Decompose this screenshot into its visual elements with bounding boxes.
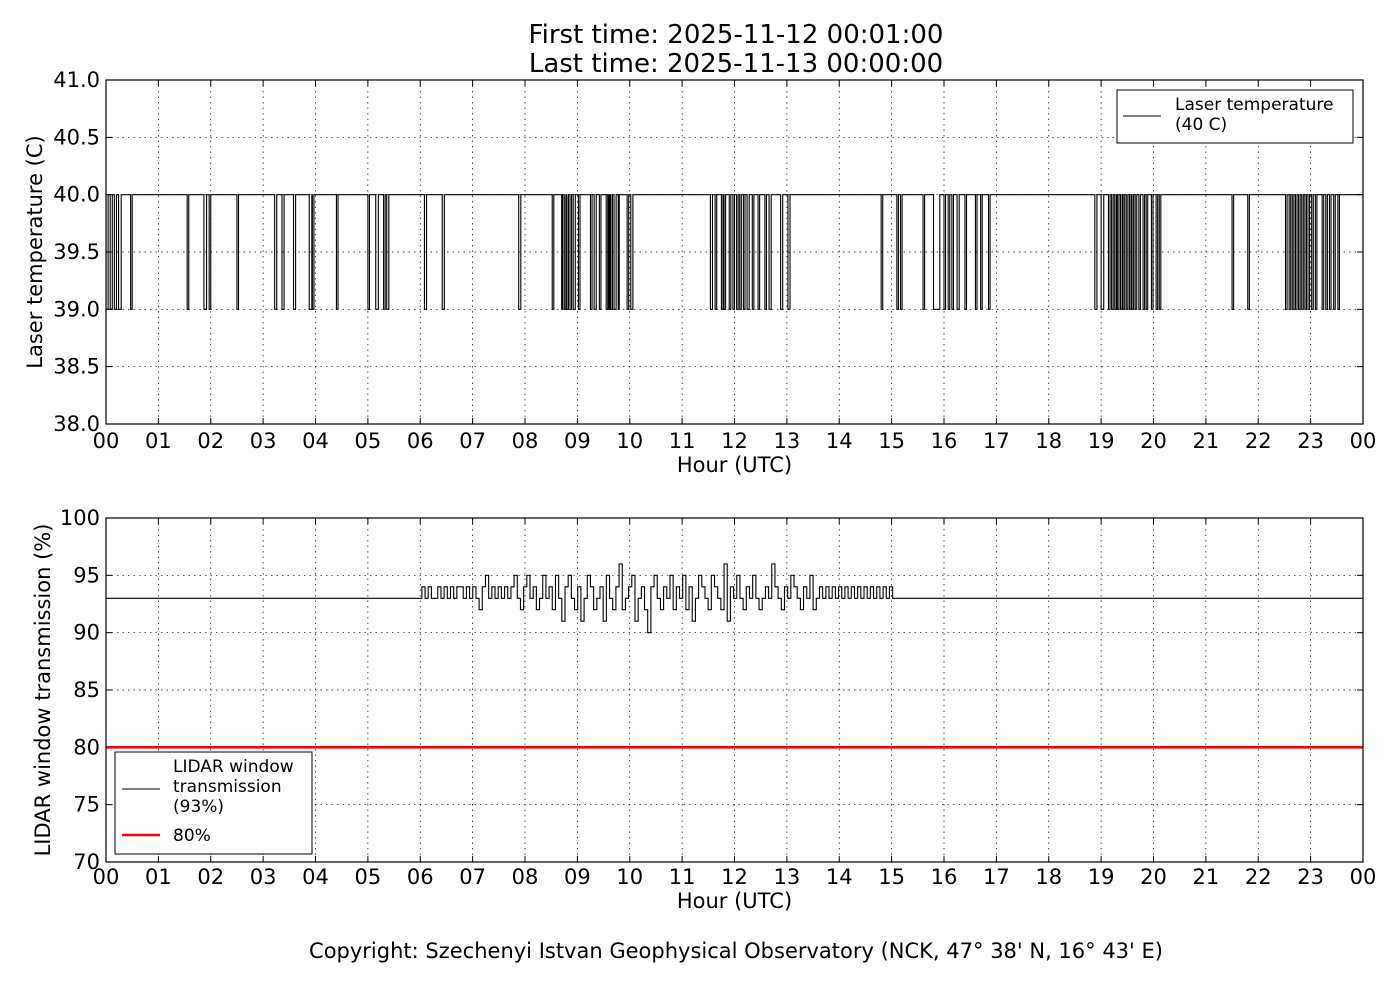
x-tick-label: 11 bbox=[669, 429, 696, 453]
x-tick-label: 08 bbox=[512, 429, 539, 453]
x-tick-label: 19 bbox=[1088, 865, 1115, 889]
x-tick-label: 11 bbox=[669, 865, 696, 889]
legend-entry-label: 80% bbox=[173, 826, 211, 846]
y-axis-label: Laser temperature (C) bbox=[23, 135, 47, 368]
x-tick-label: 01 bbox=[145, 865, 172, 889]
legend-box bbox=[114, 751, 313, 855]
x-tick-label: 10 bbox=[616, 429, 643, 453]
x-tick-label: 00 bbox=[93, 865, 120, 889]
y-tick-label: 85 bbox=[73, 678, 100, 702]
transmission-series-line bbox=[106, 563, 1363, 634]
x-tick-label: 05 bbox=[355, 429, 382, 453]
x-tick-label: 00 bbox=[93, 429, 120, 453]
laser-temperature-plot: 00 01 02 03 04 05 06 07 08 09 10 11 12 13 14 15 16 17 18 19… bbox=[23, 68, 1376, 477]
window-transmission-plot: 00 01 02 03 04 05 06 07 08 09 10 11 12 13 14 15 16 17 18 19… bbox=[31, 506, 1376, 913]
x-tick-label: 03 bbox=[250, 865, 277, 889]
legend-entry-label: Laser temperature (40 C) bbox=[1175, 95, 1333, 135]
y-tick-label: 90 bbox=[73, 621, 100, 645]
x-tick-label: 15 bbox=[878, 429, 905, 453]
x-tick-label: 02 bbox=[197, 865, 224, 889]
y-tick-label: 38.5 bbox=[53, 355, 100, 379]
x-tick-label: 14 bbox=[826, 429, 853, 453]
y-tick-label: 40.0 bbox=[53, 183, 100, 207]
y-tick-label: 41.0 bbox=[53, 68, 100, 92]
x-tick-label: 20 bbox=[1140, 865, 1167, 889]
x-tick-label: 16 bbox=[931, 429, 958, 453]
x-tick-label: 00 bbox=[1350, 865, 1377, 889]
x-axis-label: Hour (UTC) bbox=[677, 889, 792, 913]
x-tick-label: 08 bbox=[512, 865, 539, 889]
legend-box bbox=[1116, 89, 1354, 144]
x-tick-label: 12 bbox=[721, 429, 748, 453]
x-tick-label: 23 bbox=[1297, 429, 1324, 453]
x-tick-label: 02 bbox=[197, 429, 224, 453]
x-tick-label: 13 bbox=[774, 429, 801, 453]
x-tick-label: 17 bbox=[983, 429, 1010, 453]
x-tick-label: 21 bbox=[1193, 429, 1220, 453]
x-tick-label: 19 bbox=[1088, 429, 1115, 453]
x-tick-label: 18 bbox=[1035, 865, 1062, 889]
x-tick-label: 15 bbox=[878, 865, 905, 889]
x-tick-label: 16 bbox=[931, 865, 958, 889]
legend-entry-label: LIDAR window transmission (93%) bbox=[173, 757, 294, 817]
title-first-time: First time: 2025-11-12 00:01:00 bbox=[529, 20, 944, 50]
x-tick-label: 09 bbox=[564, 865, 591, 889]
x-tick-label: 07 bbox=[459, 429, 486, 453]
x-tick-label: 07 bbox=[459, 865, 486, 889]
x-tick-label: 22 bbox=[1245, 429, 1272, 453]
y-tick-label: 40.5 bbox=[53, 125, 100, 149]
x-tick-label: 04 bbox=[302, 865, 329, 889]
y-tick-label: 70 bbox=[73, 850, 100, 874]
x-tick-label: 09 bbox=[564, 429, 591, 453]
x-tick-label: 21 bbox=[1193, 865, 1220, 889]
x-tick-label: 01 bbox=[145, 429, 172, 453]
plot-frame bbox=[105, 79, 1364, 425]
y-tick-label: 38.0 bbox=[53, 412, 100, 436]
x-tick-label: 00 bbox=[1350, 429, 1377, 453]
x-tick-label: 18 bbox=[1035, 429, 1062, 453]
y-tick-label: 39.0 bbox=[53, 297, 100, 321]
y-tick-label: 95 bbox=[73, 563, 100, 587]
legend: LIDAR window transmission (93%) 80% bbox=[114, 751, 313, 855]
x-tick-label: 05 bbox=[355, 865, 382, 889]
y-tick-label: 100 bbox=[60, 506, 100, 530]
x-tick-label: 13 bbox=[774, 865, 801, 889]
x-tick-label: 20 bbox=[1140, 429, 1167, 453]
x-tick-label: 17 bbox=[983, 865, 1010, 889]
y-tick-label: 39.5 bbox=[53, 240, 100, 264]
x-tick-label: 03 bbox=[250, 429, 277, 453]
x-tick-label: 23 bbox=[1297, 865, 1324, 889]
legend: Laser temperature (40 C) bbox=[1116, 89, 1354, 144]
x-tick-label: 12 bbox=[721, 865, 748, 889]
x-tick-label: 04 bbox=[302, 429, 329, 453]
y-tick-label: 75 bbox=[73, 793, 100, 817]
x-tick-label: 22 bbox=[1245, 865, 1272, 889]
y-tick-label: 80 bbox=[73, 735, 100, 759]
x-tick-label: 14 bbox=[826, 865, 853, 889]
plot-frame bbox=[105, 517, 1364, 863]
x-tick-label: 06 bbox=[407, 865, 434, 889]
y-axis-label: LIDAR window transmission (%) bbox=[31, 524, 55, 857]
laser-temperature-series-line bbox=[106, 194, 1363, 310]
x-axis-label: Hour (UTC) bbox=[677, 453, 792, 477]
x-tick-label: 10 bbox=[616, 865, 643, 889]
copyright-text: Copyright: Szechenyi Istvan Geophysical … bbox=[309, 939, 1163, 963]
title-last-time: Last time: 2025-11-13 00:00:00 bbox=[529, 49, 943, 79]
x-tick-label: 06 bbox=[407, 429, 434, 453]
